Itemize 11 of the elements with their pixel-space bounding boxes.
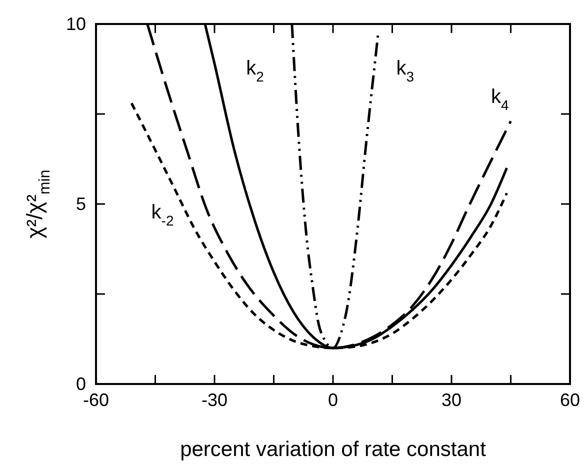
x-axis-title: percent variation of rate constant	[180, 438, 486, 461]
x-tick-label: 60	[560, 390, 580, 410]
series-label: k$_{3}$	[396, 57, 414, 84]
y-tick-label: 5	[76, 194, 86, 214]
series-label: k$_{-2}$	[151, 201, 174, 228]
y-tick-label: 10	[66, 14, 86, 34]
x-tick-label: 30	[441, 390, 462, 410]
x-tick-label: -30	[201, 390, 228, 410]
series-label: k$_{4}$	[491, 86, 509, 114]
series-label: k$_{2}$	[246, 57, 264, 84]
x-tick-label: 0	[328, 390, 338, 410]
